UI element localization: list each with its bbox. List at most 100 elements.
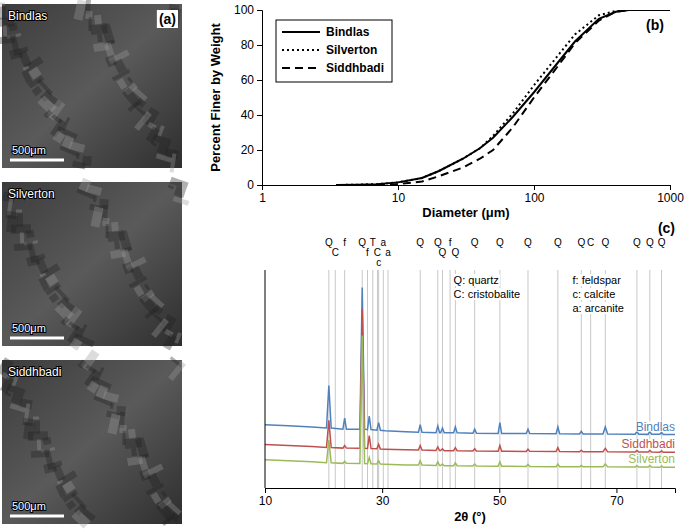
micrograph-label: Silverton (8, 187, 55, 201)
flake (43, 109, 52, 118)
flake (71, 509, 90, 528)
tick-mark (534, 185, 535, 190)
tick-label: 1000 (657, 191, 684, 205)
flake (3, 25, 8, 36)
tick: 20 (241, 143, 262, 157)
legend-swatch (282, 67, 320, 69)
reference-line (442, 270, 443, 488)
tick-label: 10 (259, 494, 273, 508)
flake (162, 516, 173, 526)
tick: 1 (259, 185, 266, 205)
flake (156, 153, 173, 163)
peak-label: Q (577, 237, 585, 248)
micrograph-label: Bindlas (8, 9, 47, 23)
tick-label: 60 (241, 73, 255, 87)
label-patch (572, 288, 617, 300)
label-patch (157, 10, 178, 28)
tick-label: 0 (247, 178, 254, 192)
flake (150, 492, 161, 504)
flake (11, 393, 23, 405)
flake (33, 417, 39, 420)
flake (145, 309, 156, 319)
flake (139, 469, 151, 481)
peak-label: f (343, 237, 346, 248)
flake (168, 184, 175, 189)
tick: 10 (392, 185, 406, 205)
flake (0, 3, 5, 6)
flake (146, 127, 160, 144)
tick-label: 80 (241, 38, 255, 52)
reference-line (420, 270, 421, 488)
flake (56, 484, 67, 498)
series-label: Bindlas (636, 420, 675, 434)
flake (122, 262, 134, 274)
flake (173, 196, 190, 206)
peak-label: Q (524, 237, 532, 248)
legend-box (276, 20, 392, 82)
micrograph-image (2, 182, 182, 346)
label-patch (453, 288, 522, 300)
flake (88, 17, 91, 31)
flake (57, 479, 64, 484)
tick: 100 (234, 3, 262, 17)
tick-label: 20 (241, 143, 255, 157)
legend-label: Silverton (326, 43, 377, 57)
key-label: f: feldspar (573, 274, 622, 286)
flake (26, 255, 40, 267)
flake (37, 439, 42, 450)
tick-mark (398, 185, 399, 190)
flake (127, 77, 133, 84)
flake (114, 241, 120, 250)
flake (23, 422, 35, 440)
panel-letter: (c) (658, 220, 675, 236)
tick-mark (670, 185, 671, 190)
legend-label: Bindlas (326, 25, 370, 39)
micrograph: Silverton 500μm (2, 177, 189, 351)
axis: 1101001000 (259, 185, 684, 205)
tick: 30 (376, 488, 390, 508)
peak-label: Q (416, 237, 424, 248)
x-axis-title: Diameter (μm) (422, 205, 509, 220)
flake (60, 316, 69, 325)
axis: 10305070 (259, 488, 676, 508)
tick-mark (257, 45, 262, 46)
micrograph-texture (0, 0, 181, 173)
peak-label: f (366, 247, 369, 258)
x-axis-title: 2θ (°) (454, 509, 486, 524)
flake (16, 210, 22, 213)
flake (108, 413, 121, 434)
tick-mark (257, 10, 262, 11)
axis: 0 20 40 60 80 100 (234, 3, 263, 192)
reference-line (378, 270, 379, 488)
reference-line (450, 270, 451, 488)
reference-line (335, 270, 336, 488)
peak-label: C (332, 247, 339, 258)
tick: 80 (241, 38, 262, 52)
flake (23, 65, 30, 70)
tick-label: 10 (392, 191, 406, 205)
flake (151, 141, 158, 146)
legend-swatch (282, 49, 320, 51)
scale-bar-label: 500μm (12, 322, 46, 334)
key: Q: quartzC: cristobalitef: feldsparc: ca… (453, 274, 625, 314)
flake (127, 456, 143, 466)
tick-label: 40 (241, 108, 255, 122)
tick-mark (499, 488, 500, 493)
label-patch (572, 274, 623, 286)
micrograph-texture (0, 349, 186, 528)
panel-letter: (a) (159, 11, 176, 27)
tick-label: 30 (376, 494, 390, 508)
key-label: Q: quartz (454, 274, 499, 286)
peak-label: Q (451, 247, 459, 258)
flake (6, 215, 18, 233)
peak-label: Q (554, 237, 562, 248)
flake (174, 186, 186, 198)
tick-mark (616, 488, 617, 493)
reference-line (437, 270, 438, 488)
scale-bar (10, 159, 64, 162)
reference-line (474, 270, 475, 488)
micrograph-image (2, 360, 182, 524)
key-label: a: arcanite (573, 302, 624, 314)
legend-swatch (282, 31, 320, 33)
y-axis-line (265, 270, 266, 488)
